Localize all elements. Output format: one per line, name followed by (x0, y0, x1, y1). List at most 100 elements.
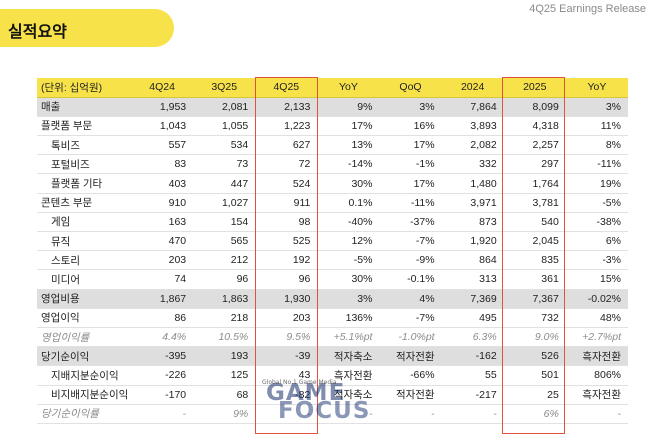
column-header-yoy-quarter: YoY (317, 78, 380, 98)
cell-value: 74 (131, 269, 194, 290)
cell-value: -217 (441, 385, 504, 405)
cell-value: 7,367 (503, 289, 566, 309)
cell-value: 1,953 (131, 97, 194, 117)
cell-value: 218 (193, 308, 256, 328)
cell-value: 2,133 (255, 97, 318, 117)
cell-value: 17% (317, 116, 380, 137)
cell-value: -0.1% (379, 269, 442, 290)
row-label: 게임 (37, 212, 132, 233)
cell-value: 96 (255, 269, 318, 290)
cell-value: 19% (565, 173, 628, 194)
cell-value: 203 (131, 250, 194, 271)
cell-value: 적자축소 (317, 385, 380, 405)
cell-value: 2,045 (503, 231, 566, 252)
cell-value: 3,893 (441, 116, 504, 137)
cell-value: -395 (131, 346, 194, 367)
cell-value: -1.0%pt (379, 327, 442, 348)
column-header-unit: (단위: 십억원) (37, 78, 132, 98)
cell-value: 4.4% (131, 327, 194, 348)
cell-value: 525 (255, 231, 318, 252)
cell-value: 203 (255, 308, 318, 328)
cell-value: 11% (565, 116, 628, 137)
cell-value: 적자전환 (379, 346, 442, 367)
cell-value: - (131, 404, 194, 424)
cell-value: -7% (379, 231, 442, 252)
cell-value: -226 (131, 365, 194, 386)
table-row: 매출 1,953 2,081 2,133 9% 3% 7,864 8,099 3% (37, 97, 628, 117)
cell-value: -11% (379, 193, 442, 213)
cell-value: 7,864 (441, 97, 504, 117)
row-label: 미디어 (37, 269, 132, 290)
cell-value: 83 (131, 154, 194, 175)
release-label: 4Q25 Earnings Release (529, 3, 646, 15)
cell-value: 17% (379, 135, 442, 156)
earnings-table: (단위: 십억원) 4Q24 3Q25 4Q25 YoY QoQ 2024 20… (37, 78, 628, 424)
cell-value: -170 (131, 385, 194, 405)
cell-value: 0.1% (317, 193, 380, 213)
cell-value: -7% (379, 308, 442, 328)
cell-value: 557 (131, 135, 194, 156)
cell-value: 6% (503, 404, 566, 424)
cell-value: 332 (441, 154, 504, 175)
cell-value: 3,971 (441, 193, 504, 213)
row-label: 포털비즈 (37, 154, 132, 175)
cell-value: 43 (255, 365, 318, 386)
cell-value: 163 (131, 212, 194, 233)
cell-value: 1,055 (193, 116, 256, 137)
cell-value: -38% (565, 212, 628, 233)
cell-value: 6.3% (441, 327, 504, 348)
cell-value: 96 (193, 269, 256, 290)
table-row: 플랫폼 부문 1,043 1,055 1,223 17% 16% 3,893 4,318 11% (37, 116, 628, 137)
cell-value: 15% (565, 269, 628, 290)
cell-value: -40% (317, 212, 380, 233)
column-header-3q25: 3Q25 (193, 78, 256, 98)
cell-value: 1,863 (193, 289, 256, 309)
table-row: 비지배지분순이익 -170 68 -82 적자축소 적자전환 -217 25 흑자전환 (37, 385, 628, 405)
cell-value: -9% (379, 250, 442, 271)
cell-value: 4% (379, 289, 442, 309)
cell-value: 864 (441, 250, 504, 271)
cell-value: 313 (441, 269, 504, 290)
cell-value: 910 (131, 193, 194, 213)
cell-value: 1,027 (193, 193, 256, 213)
cell-value: 3,781 (503, 193, 566, 213)
cell-value: 흑자전환 (565, 346, 628, 367)
cell-value: 526 (503, 346, 566, 367)
cell-value: 136% (317, 308, 380, 328)
cell-value: 적자전환 (379, 385, 442, 405)
column-header-2024: 2024 (441, 78, 504, 98)
column-header-qoq: QoQ (379, 78, 442, 98)
cell-value: 30% (317, 173, 380, 194)
row-label: 톡비즈 (37, 135, 132, 156)
cell-value: -0.02% (565, 289, 628, 309)
table-row: 지배지분순이익 -226 125 43 흑자전환 -66% 55 501 806% (37, 365, 628, 386)
cell-value: 3% (317, 289, 380, 309)
cell-value: 흑자전환 (565, 385, 628, 405)
cell-value: 470 (131, 231, 194, 252)
cell-value: +2.7%pt (565, 327, 628, 348)
cell-value: 6% (565, 231, 628, 252)
cell-value: 1,920 (441, 231, 504, 252)
cell-value: 8,099 (503, 97, 566, 117)
cell-value: -162 (441, 346, 504, 367)
cell-value: 154 (193, 212, 256, 233)
cell-value: 흑자전환 (317, 365, 380, 386)
cell-value: -1% (379, 154, 442, 175)
cell-value: 9.5% (255, 327, 318, 348)
row-label: 지배지분순이익 (37, 365, 132, 386)
table-row: 콘텐츠 부문 910 1,027 911 0.1% -11% 3,971 3,781 -5% (37, 193, 628, 213)
row-label: 매출 (37, 97, 132, 117)
cell-value: 2,082 (441, 135, 504, 156)
table-row: 영업비용 1,867 1,863 1,930 3% 4% 7,369 7,367 -0.02% (37, 289, 628, 309)
cell-value: 534 (193, 135, 256, 156)
cell-value: -37% (379, 212, 442, 233)
row-label: 콘텐츠 부문 (37, 193, 132, 213)
row-label: 영업이익률 (37, 327, 132, 348)
cell-value: -66% (379, 365, 442, 386)
cell-value: 16% (379, 116, 442, 137)
column-header-2025: 2025 (503, 78, 566, 98)
title-banner (0, 9, 174, 47)
cell-value: 1,223 (255, 116, 318, 137)
row-label: 플랫폼 부문 (37, 116, 132, 137)
cell-value: -39 (255, 346, 318, 367)
